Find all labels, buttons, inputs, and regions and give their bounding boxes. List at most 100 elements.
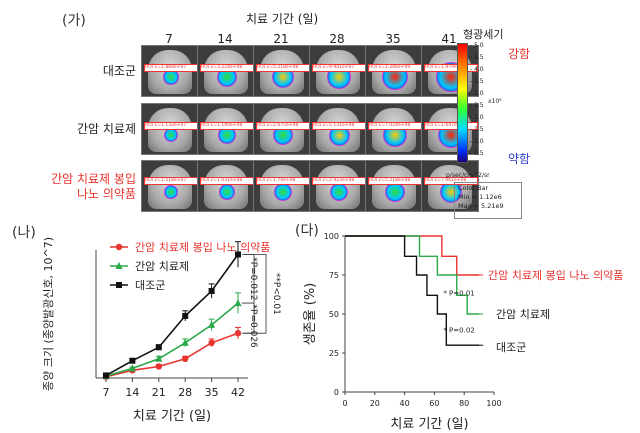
colorbar-info-title: Color Bar [458,184,489,192]
x-axis-title: 치료 기간 (일) [390,417,468,432]
survival-line-1 [345,235,480,315]
y-tick-label: 0 [334,388,339,397]
data-point [234,299,242,307]
x-tick-label: 21 [152,386,166,399]
image-thumb: ROI 1=1.206e+09 [365,45,423,97]
x-tick-label: 20 [370,399,380,408]
data-point [155,344,162,351]
day-label-7: 7 [165,32,173,46]
roi-label: ROI 2=5.131e+08 [312,122,366,130]
bracket-outer [244,254,267,334]
roi-label: ROI 1=1.132e+07 [144,122,198,130]
roi-label: ROI 2=5.218e+08 [256,64,310,72]
annotation-p-2: * P=0.02 [443,327,474,335]
signal-blob [274,183,292,201]
roi-label: ROI 1=7.061e+08 [424,177,478,185]
image-thumb: ROI 2=9.941e+07 [309,45,367,97]
colorbar-tick: - 4.0 [470,66,484,73]
survival-line-0 [345,235,480,276]
image-thumb: ROI 1=1.647e+09 [421,103,479,155]
roi-label: ROI 1=1.206e+09 [368,64,422,72]
y-axis-title: 생존율 (%) [303,283,318,346]
data-point [129,357,136,364]
y-tick-label: 75 [329,271,339,280]
legend-marker [115,243,123,251]
x-tick-label: 7 [103,386,110,399]
data-point [182,355,189,362]
legend-marker [116,282,122,288]
x-tick-label: 40 [400,399,410,408]
panel-c-label: (다) [295,223,319,239]
roi-label: ROI 2=1.74e+08 [256,177,310,185]
colorbar-title: 형광세기 [463,28,504,41]
roi-label: ROI 1=1.884e+07 [144,64,198,72]
data-point [128,364,136,372]
colorbar-exponent: x10⁹ [488,98,502,105]
colorbar-unit: p/sec/cm^2/sr [446,172,490,179]
image-thumb: ROI 2=5.218e+08 [253,45,311,97]
colorbar-info-box: Color Bar Min = 1.12e6 Max = 5.21e9 [454,182,522,219]
colorbar-tick: - 1.5 [470,126,484,133]
data-point [208,320,216,328]
roi-label: ROI 2=5.218e+08 [368,177,422,185]
image-thumb: ROI 2=3.224e+08 [197,45,255,97]
series-line-2 [105,254,239,377]
annotation-p-1: *P=0.012 [248,257,258,300]
y-tick-label: 100 [324,232,339,241]
x-tick-label: 100 [486,399,501,408]
image-thumb: ROI 2=5.131e+08 [309,103,367,155]
x-tick-label: 35 [205,386,219,399]
legend-marker [115,262,123,269]
image-thumb: ROI 1=1.190e+08 [197,103,255,155]
x-tick-label: 42 [231,386,245,399]
image-thumb: ROI 2=1.74e+08 [253,160,311,212]
colorbar-tick: - 2.5 [470,102,484,109]
colorbar-tick: - 3.0 [470,90,484,97]
data-point [155,354,163,362]
colorbar-high-label: 강함 [508,47,531,61]
day-label-41: 41 [441,32,457,46]
legend-label: 대조군 [135,279,165,292]
series-label-0: 간암 치료제 봉입 나노 의약품 [488,268,623,282]
data-point [234,330,242,337]
image-thumb: ROI 2=5.218e+08 [365,160,423,212]
x-tick-label: 0 [342,399,347,408]
image-thumb: ROI 1=7.024e+08 [365,103,423,155]
data-point [208,339,215,346]
panel-a-axis-title: 치료 기간 (일) [246,12,319,26]
colorbar-tick: - 2.0 [470,114,484,121]
signal-blob [219,184,235,200]
colorbar-tick: - 3.5 [470,78,484,85]
panel-a-label: (가) [62,13,86,29]
group-label-1: 간암 치료제 [76,122,136,136]
annotation-p-outer: **P<0.01 [271,273,281,315]
x-tick-label: 80 [459,399,469,408]
y-tick-label: 50 [329,310,339,319]
data-point [181,338,189,346]
roi-label: ROI 2=9.941e+07 [312,64,366,72]
data-point [155,363,162,370]
roi-label: ROI 2=1.518e+07 [144,177,198,185]
legend-label: 간암 치료제 [135,260,189,273]
day-label-14: 14 [217,32,233,46]
bracket-inner-bottom [242,302,255,334]
series-label-1: 간암 치료제 [496,308,550,321]
x-tick-label: 14 [125,386,139,399]
series-line-1 [105,302,239,377]
y-axis-title: 종양 크기 (종양발광신호, 10^7) [42,237,55,391]
data-point [182,312,189,319]
series-label-2: 대조군 [496,341,526,354]
legend-label: 간암 치료제 봉입 나노 의약품 [135,240,270,254]
group-label-0: 대조군 [102,64,136,78]
panel-b-label: (나) [12,225,36,241]
colorbar-tick: - 1.0 [470,138,484,145]
colorbar-info-max: Max = 5.21e9 [458,202,504,210]
x-tick-label: 60 [429,399,439,408]
colorbar-tick: - 5.0 [470,42,484,49]
data-point [208,287,215,294]
day-label-21: 21 [273,32,289,46]
colorbar-tick: - 0.5 [470,150,484,157]
survival-chart: 0 20 40 60 80 100 0 25 50 75 100 치료 기간 (일) 생존율 (%) 간암… [303,232,623,432]
roi-label: ROI 1=1.979e+09 [424,64,478,72]
signal-blob [164,185,178,199]
